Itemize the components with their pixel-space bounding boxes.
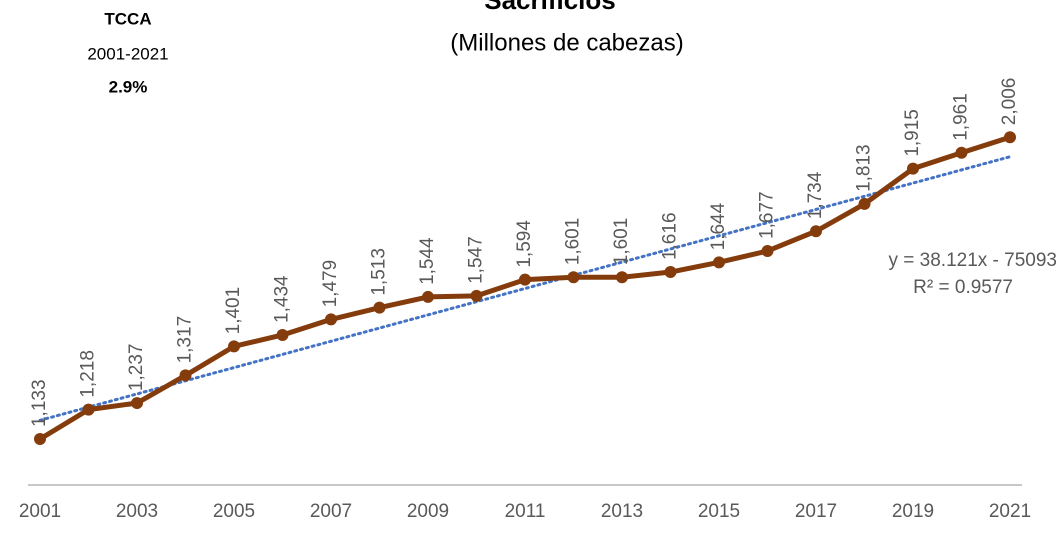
x-tick-label: 2017 bbox=[795, 501, 837, 522]
data-label: 1,677 bbox=[757, 191, 778, 239]
data-point bbox=[1004, 131, 1016, 144]
data-point bbox=[34, 433, 46, 446]
x-tick-label: 2003 bbox=[116, 501, 158, 522]
data-label: 1,317 bbox=[175, 316, 196, 364]
trend-r2: R² = 0.9577 bbox=[913, 277, 1013, 298]
data-point bbox=[131, 397, 143, 410]
data-point bbox=[907, 162, 919, 175]
chart-title: Sacrificios bbox=[484, 0, 616, 15]
x-tick-label: 2011 bbox=[505, 501, 546, 522]
data-label: 1,479 bbox=[320, 260, 341, 308]
data-point bbox=[858, 197, 871, 210]
data-point bbox=[519, 273, 531, 286]
annotation-value: 2.9% bbox=[109, 77, 148, 96]
data-point bbox=[325, 313, 337, 326]
data-label: 1,544 bbox=[417, 237, 438, 285]
data-label: 1,237 bbox=[126, 344, 147, 392]
data-label: 2,006 bbox=[999, 78, 1020, 126]
x-tick-label: 2009 bbox=[407, 501, 449, 522]
trend-equation: y = 38.121x - 75093 bbox=[889, 250, 1058, 271]
data-point bbox=[470, 289, 483, 302]
data-point bbox=[373, 301, 386, 314]
data-point bbox=[713, 256, 725, 269]
x-tick-label: 2005 bbox=[213, 501, 255, 522]
annotation-period: 2001-2021 bbox=[87, 44, 168, 63]
x-tick-label: 2019 bbox=[892, 501, 934, 522]
data-point bbox=[810, 225, 822, 238]
x-tick-label: 2015 bbox=[698, 501, 740, 522]
data-point bbox=[616, 271, 628, 284]
trendline bbox=[38, 155, 1012, 422]
x-tick-label: 2007 bbox=[310, 501, 352, 522]
data-label: 1,601 bbox=[563, 218, 584, 266]
data-point bbox=[82, 403, 95, 416]
data-point bbox=[228, 340, 240, 353]
data-point bbox=[955, 146, 968, 159]
data-label: 1,644 bbox=[708, 202, 729, 250]
data-label: 1,616 bbox=[660, 212, 681, 260]
data-label: 1,915 bbox=[902, 109, 923, 157]
data-point bbox=[276, 328, 289, 341]
data-label: 1,513 bbox=[369, 248, 390, 296]
data-label: 1,813 bbox=[854, 144, 875, 192]
chart-subtitle: (Millones de cabezas) bbox=[450, 29, 683, 56]
data-point bbox=[179, 369, 192, 382]
data-point bbox=[567, 271, 580, 284]
x-tick-label: 2001 bbox=[19, 501, 61, 522]
data-label: 1,547 bbox=[466, 236, 487, 284]
data-label: 1,218 bbox=[78, 350, 99, 398]
data-point bbox=[422, 290, 434, 303]
data-label: 1,133 bbox=[29, 379, 50, 427]
data-label: 1,601 bbox=[611, 218, 632, 266]
x-tick-label: 2013 bbox=[601, 501, 643, 522]
data-point bbox=[664, 266, 677, 279]
data-label: 1,401 bbox=[223, 287, 244, 335]
data-label: 1,594 bbox=[514, 220, 535, 268]
data-label: 1,734 bbox=[805, 171, 826, 219]
data-label: 1,434 bbox=[272, 275, 293, 323]
data-point bbox=[761, 244, 774, 257]
x-tick-label: 2021 bbox=[989, 501, 1031, 522]
data-label: 1,961 bbox=[951, 93, 972, 141]
annotation-title: TCCA bbox=[104, 9, 151, 28]
